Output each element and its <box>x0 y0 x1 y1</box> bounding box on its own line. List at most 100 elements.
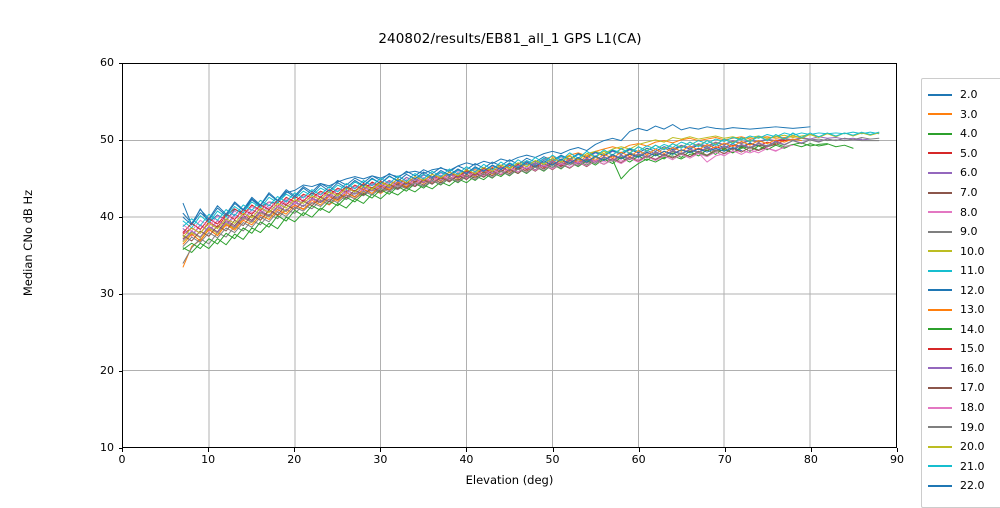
legend-entry[interactable]: 13.0 <box>922 300 1000 320</box>
y-tick-label: 30 <box>100 287 114 300</box>
legend-entry[interactable]: 2.0 <box>922 85 1000 105</box>
legend-swatch <box>928 132 952 135</box>
data-series-layer <box>182 124 880 268</box>
x-tick-label: 0 <box>118 453 126 466</box>
legend-entry[interactable]: 21.0 <box>922 456 1000 476</box>
plot-area <box>122 63 897 448</box>
y-tick-mark <box>118 448 122 449</box>
legend-label: 13.0 <box>960 303 985 317</box>
legend-swatch <box>928 93 952 96</box>
x-tick-label: 40 <box>459 453 474 466</box>
legend-entry[interactable]: 22.0 <box>922 476 1000 496</box>
y-tick-label: 10 <box>100 441 114 454</box>
legend-swatch <box>928 269 952 272</box>
y-tick-mark <box>118 217 122 218</box>
legend-swatch <box>928 426 952 429</box>
y-tick-mark <box>118 140 122 141</box>
legend-swatch <box>928 113 952 116</box>
y-axis-label: Median CNo dB Hz <box>21 189 35 297</box>
legend-entry[interactable]: 16.0 <box>922 359 1000 379</box>
legend-swatch <box>928 347 952 350</box>
series-line <box>182 143 828 250</box>
legend-entry[interactable]: 19.0 <box>922 417 1000 437</box>
legend-entry[interactable]: 5.0 <box>922 144 1000 164</box>
y-tick-label: 20 <box>100 364 114 377</box>
legend-label: 16.0 <box>960 361 985 375</box>
y-tick-label: 50 <box>100 133 114 146</box>
series-line <box>182 131 880 227</box>
legend-swatch <box>928 484 952 487</box>
y-tick-label: 60 <box>100 56 114 69</box>
legend-swatch <box>928 367 952 370</box>
series-line <box>182 137 863 241</box>
legend-entry[interactable]: 12.0 <box>922 280 1000 300</box>
x-tick-mark <box>208 448 210 452</box>
series-line <box>182 146 742 226</box>
x-tick-label: 10 <box>201 453 216 466</box>
legend-entry[interactable]: 8.0 <box>922 202 1000 222</box>
legend-entry[interactable]: 14.0 <box>922 320 1000 340</box>
y-tick-mark <box>118 371 122 372</box>
legend-entry[interactable]: 15.0 <box>922 339 1000 359</box>
legend-entry[interactable]: 11.0 <box>922 261 1000 281</box>
legend-label: 20.0 <box>960 440 985 454</box>
x-tick-mark <box>810 448 812 452</box>
x-tick-mark <box>466 448 468 452</box>
x-tick-mark <box>294 448 296 452</box>
legend-swatch <box>928 465 952 468</box>
y-tick-label: 40 <box>100 210 114 223</box>
legend-label: 6.0 <box>960 166 978 180</box>
legend[interactable]: 2.0 3.0 4.0 5.0 6.0 7.0 8.0 9.0 10.0 11.0 12.0 13.0… <box>921 78 1000 508</box>
legend-label: 17.0 <box>960 381 985 395</box>
legend-entry[interactable]: 4.0 <box>922 124 1000 144</box>
series-line <box>182 143 777 240</box>
legend-swatch <box>928 171 952 174</box>
legend-label: 22.0 <box>960 479 985 493</box>
legend-label: 10.0 <box>960 244 985 258</box>
series-line <box>182 131 880 229</box>
x-axis-label: Elevation (deg) <box>465 473 554 487</box>
legend-label: 5.0 <box>960 146 978 160</box>
legend-swatch <box>928 445 952 448</box>
x-tick-label: 70 <box>717 453 732 466</box>
series-line <box>182 137 880 247</box>
legend-swatch <box>928 289 952 292</box>
legend-swatch <box>928 211 952 214</box>
series-line <box>182 138 803 245</box>
x-tick-mark <box>122 448 123 452</box>
legend-label: 7.0 <box>960 186 978 199</box>
legend-label: 19.0 <box>960 420 985 434</box>
legend-entry[interactable]: 17.0 <box>922 378 1000 398</box>
x-tick-label: 60 <box>631 453 646 466</box>
legend-label: 8.0 <box>960 205 978 219</box>
legend-label: 18.0 <box>960 401 985 415</box>
legend-entry[interactable]: 9.0 <box>922 222 1000 242</box>
legend-entry[interactable]: 20.0 <box>922 437 1000 457</box>
legend-label: 12.0 <box>960 283 985 297</box>
y-tick-mark <box>118 63 122 64</box>
x-tick-mark <box>897 448 898 452</box>
legend-label: 3.0 <box>960 107 978 121</box>
legend-label: 14.0 <box>960 322 985 336</box>
series-line <box>182 144 794 232</box>
legend-label: 2.0 <box>960 88 978 102</box>
x-tick-label: 90 <box>890 453 904 466</box>
legend-swatch <box>928 328 952 331</box>
legend-entry[interactable]: 3.0 <box>922 105 1000 125</box>
legend-entry[interactable]: 6.0 <box>922 163 1000 183</box>
legend-entry[interactable]: 18.0 <box>922 398 1000 418</box>
series-line <box>182 136 871 237</box>
legend-label: 15.0 <box>960 342 985 356</box>
legend-entry[interactable]: 7.0 <box>922 183 1000 203</box>
x-tick-mark <box>552 448 554 452</box>
legend-swatch <box>928 308 952 311</box>
x-tick-mark <box>380 448 382 452</box>
x-tick-label: 50 <box>545 453 560 466</box>
legend-swatch <box>928 250 952 253</box>
legend-swatch <box>928 230 952 233</box>
y-tick-mark <box>118 294 122 295</box>
x-tick-label: 20 <box>287 453 302 466</box>
legend-entry[interactable]: 10.0 <box>922 241 1000 261</box>
x-tick-mark <box>724 448 726 452</box>
